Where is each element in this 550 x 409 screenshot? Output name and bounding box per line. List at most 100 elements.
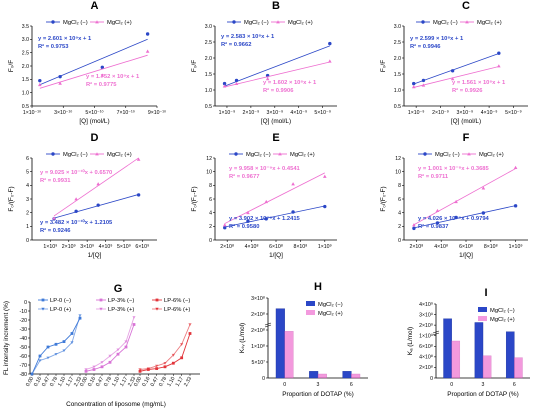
data-point	[124, 340, 128, 344]
regression-line	[53, 194, 139, 219]
x-tick-label: 1.17	[175, 376, 185, 388]
y-tick-label: 3.0	[394, 24, 401, 30]
legend-label: MgCl₂ (−)	[490, 308, 515, 314]
legend-label: MgCl₂ (−)	[246, 152, 271, 158]
data-point	[62, 340, 66, 343]
legend-marker	[423, 152, 427, 156]
bar	[443, 318, 452, 379]
x-tick-label: 2×10⁸	[409, 244, 423, 250]
panel-g: G0-10-20-30-40-50-60-70-800.000.160.470.…	[3, 283, 200, 408]
y-tick-label: 1.5	[22, 77, 29, 83]
bar	[451, 340, 461, 379]
fit-equation-label: y = 9.958 × 10⁻⁹x + 0.4541	[229, 166, 301, 172]
y-tick-label: 2	[26, 210, 29, 216]
data-point	[100, 65, 105, 70]
bar	[351, 373, 361, 379]
data-point	[84, 369, 88, 373]
x-tick-label: 1×10⁻¹⁰	[23, 110, 41, 116]
legend-swatch	[306, 310, 315, 315]
x-axis-title: [Q] (mol/L)	[451, 118, 481, 125]
x-tick-label: 1.17	[65, 376, 75, 388]
bar	[342, 371, 352, 379]
y-axis-title: F₀/F	[380, 60, 387, 72]
y-tick-label: 6	[398, 197, 401, 203]
y-tick-label: 0	[398, 238, 401, 244]
legend-label: MgCl₂ (+)	[107, 152, 132, 158]
fit-equation-label: y = 1.001 × 10⁻⁸x + 0.3685	[418, 166, 490, 172]
x-tick-label: 1×10⁹	[509, 244, 523, 250]
legend-label: LP-6% (+)	[164, 307, 190, 313]
y-tick-label: 0	[430, 376, 433, 382]
x-axis-title: Concentration of liposome (mg/mL)	[66, 401, 166, 408]
legend-marker	[99, 298, 103, 302]
r-squared-label: R² = 0.9837	[418, 223, 448, 230]
y-tick-label: 2×10⁸	[419, 365, 433, 371]
x-tick-label: 3	[317, 382, 320, 388]
legend-marker	[95, 152, 99, 156]
y-tick-label: 0	[209, 238, 212, 244]
y-tick-label: 1.5	[394, 72, 401, 78]
panel-label: G	[114, 283, 123, 295]
data-point	[264, 217, 268, 221]
x-tick-label: 2×10⁻⁹	[432, 110, 449, 116]
y-tick-label: 2.5	[394, 40, 401, 46]
data-point	[411, 85, 416, 89]
data-point	[450, 69, 455, 73]
data-point	[46, 356, 50, 360]
x-tick-label: 2.33	[73, 376, 83, 388]
bar	[317, 373, 327, 379]
x-tick-label: 3×10⁻⁹	[266, 110, 283, 116]
x-tick-label: 4×10⁸	[245, 244, 259, 250]
axis-break-mark	[432, 332, 440, 336]
y-axis-title: F₀/F	[8, 60, 15, 72]
data-point	[116, 352, 120, 356]
x-tick-label: 0.78	[103, 376, 113, 388]
r-squared-label: R² = 0.9662	[221, 41, 251, 48]
data-point	[52, 216, 56, 220]
y-tick-label: 3.0	[22, 37, 29, 43]
y-tick-label: 0	[24, 300, 27, 306]
y-tick-label: 2.5	[205, 40, 212, 46]
y-tick-label: 8	[209, 183, 212, 189]
data-point	[481, 186, 486, 190]
y-axis-title: Kₛᵥ (L/mol)	[239, 323, 246, 353]
y-tick-label: 1.0	[205, 88, 212, 94]
data-point	[100, 361, 104, 364]
r-squared-label: R² = 0.9926	[452, 87, 483, 94]
y-tick-label: -30	[20, 327, 28, 333]
data-point	[412, 226, 416, 231]
x-tick-label: 6	[350, 382, 353, 388]
y-tick-label: 0.5	[22, 104, 29, 110]
x-tick-label: 3×10⁻⁹	[456, 110, 473, 116]
x-tick-label: 9×10⁻¹⁰	[148, 110, 166, 116]
y-tick-label: 0.5	[205, 104, 212, 110]
x-tick-label: 2×10⁸	[220, 244, 234, 250]
y-tick-label: 10	[395, 169, 401, 175]
panel-label: F	[463, 132, 470, 144]
data-point	[234, 78, 239, 83]
data-point	[222, 84, 227, 88]
data-point	[497, 51, 501, 55]
r-squared-label: R² = 0.9753	[38, 43, 69, 50]
y-axis-title: FL intensity increment (%)	[3, 301, 10, 375]
x-tick-label: 1×10⁹	[43, 244, 57, 250]
bar	[514, 357, 523, 379]
data-point	[291, 210, 295, 214]
y-tick-label: 1	[26, 224, 29, 230]
legend-marker	[465, 20, 469, 24]
fit-equation-label: y = 1.752 × 10⁹x + 1	[86, 74, 140, 80]
legend-label: MgCl₂ (+)	[477, 20, 502, 26]
data-point	[30, 372, 34, 376]
y-tick-label: 2×10⁸	[251, 312, 265, 318]
data-point	[145, 32, 150, 36]
x-tick-label: 1.10	[166, 376, 176, 388]
data-point	[328, 41, 332, 46]
y-tick-label: 3	[26, 197, 29, 203]
bar	[284, 331, 294, 379]
x-axis-title: 1/[Q]	[88, 252, 102, 259]
r-squared-label: R² = 0.9775	[86, 81, 117, 88]
x-tick-label: 4×10⁸	[434, 244, 448, 250]
y-tick-label: -20	[20, 318, 28, 324]
panel-label: E	[272, 132, 279, 144]
data-point	[138, 368, 142, 372]
